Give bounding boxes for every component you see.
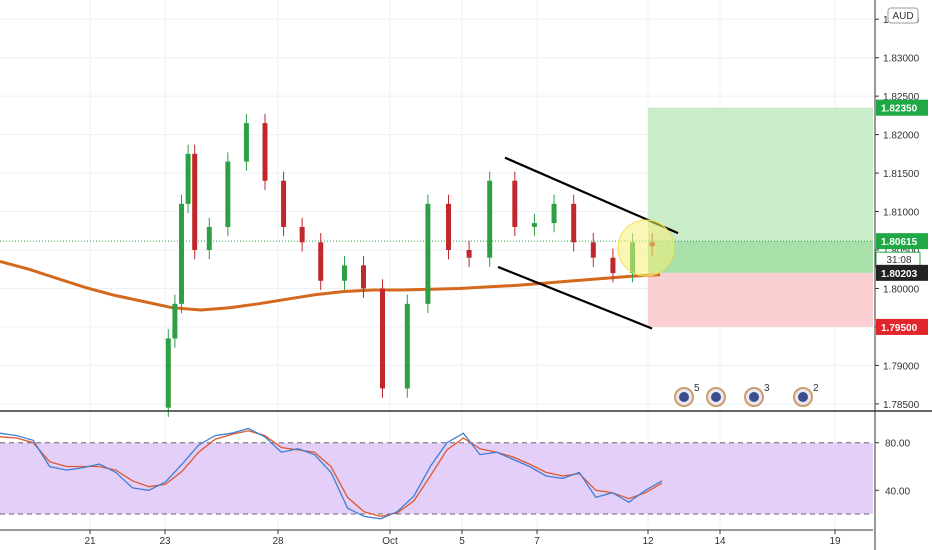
candle-body bbox=[299, 226, 305, 243]
price-tick-label: 1.83000 bbox=[883, 54, 920, 65]
candle-body bbox=[610, 257, 616, 274]
time-tick-label: 7 bbox=[534, 536, 540, 547]
time-tick-label: Oct bbox=[382, 536, 398, 547]
candlesticks bbox=[165, 113, 655, 417]
candle-body bbox=[281, 180, 287, 227]
candle-body bbox=[590, 242, 596, 258]
time-tick-label: 23 bbox=[159, 536, 171, 547]
rsi-band bbox=[0, 442, 873, 515]
event-markers[interactable]: 5 3 2 bbox=[674, 383, 819, 407]
candle-body bbox=[225, 161, 231, 227]
price-tag-label: 1.80615 bbox=[881, 237, 918, 248]
event-count: 5 bbox=[694, 383, 700, 394]
candle-body bbox=[342, 265, 347, 281]
candle-body bbox=[446, 203, 451, 250]
rsi-tick-label: 40.00 bbox=[885, 486, 910, 497]
candle-body bbox=[404, 303, 410, 389]
rsi-line bbox=[0, 427, 663, 520]
rsi-tick-label: 80.00 bbox=[885, 439, 910, 450]
time-tick-label: 5 bbox=[459, 536, 465, 547]
countdown-label: 31:08 bbox=[886, 255, 911, 266]
event-marker[interactable]: 2 bbox=[793, 383, 819, 407]
price-tag: 1.80203 bbox=[876, 264, 928, 281]
time-tick-label: 21 bbox=[84, 536, 96, 547]
candle-body bbox=[466, 250, 472, 258]
price-tag-label: 1.79500 bbox=[881, 323, 918, 334]
flag-icon bbox=[749, 392, 759, 402]
candle-body bbox=[551, 203, 557, 224]
moving-average-line bbox=[0, 260, 661, 312]
rsi-signal-line bbox=[0, 430, 663, 518]
time-tick-label: 14 bbox=[714, 536, 726, 547]
price-tick-label: 1.79000 bbox=[883, 361, 920, 372]
price-tag-bg bbox=[876, 318, 928, 335]
candle-body bbox=[206, 226, 212, 250]
price-tick-label: 1.81000 bbox=[883, 208, 920, 219]
candle-body bbox=[165, 338, 171, 408]
loss-zone bbox=[648, 272, 873, 327]
price-tag: 1.80615 bbox=[876, 233, 928, 250]
event-count: 3 bbox=[764, 383, 770, 394]
candle-body bbox=[361, 265, 366, 289]
price-tick-label: 1.82000 bbox=[883, 131, 920, 142]
price-tag-label: 1.82350 bbox=[881, 104, 918, 115]
event-marker[interactable] bbox=[706, 387, 726, 407]
candle-body bbox=[531, 223, 537, 227]
price-tag: 1.82350 bbox=[876, 99, 928, 116]
candle-body bbox=[425, 203, 431, 304]
time-axis[interactable]: 21 23 28 Oct 5 7 12 14 19 bbox=[84, 530, 841, 547]
currency-label: AUD bbox=[892, 11, 913, 22]
time-tick-label: 28 bbox=[272, 536, 284, 547]
price-tag-bg bbox=[876, 99, 928, 116]
price-tick-label: 1.81500 bbox=[883, 169, 920, 180]
price-tag-bg bbox=[876, 264, 928, 281]
event-count: 2 bbox=[813, 383, 819, 394]
candle-body bbox=[179, 203, 184, 304]
event-marker[interactable]: 5 bbox=[674, 383, 700, 407]
candle-body bbox=[512, 180, 518, 227]
event-marker[interactable]: 3 bbox=[744, 383, 770, 407]
candle-body bbox=[192, 153, 198, 250]
flag-icon bbox=[798, 392, 808, 402]
flag-icon bbox=[711, 392, 721, 402]
flag-icon bbox=[679, 392, 689, 402]
candle-body bbox=[243, 123, 249, 162]
price-tag-label: 1.80203 bbox=[881, 269, 918, 280]
time-tick-label: 12 bbox=[642, 536, 654, 547]
rsi-pane: 80.00 40.00 bbox=[0, 427, 910, 531]
candle-body bbox=[262, 123, 268, 181]
channel-lower-line[interactable] bbox=[497, 265, 653, 330]
price-tick-label: 1.82500 bbox=[883, 92, 920, 103]
price-tick-label: 1.80000 bbox=[883, 284, 920, 295]
price-tag-bg bbox=[876, 233, 928, 250]
candle-body bbox=[380, 288, 385, 389]
price-tick-label: 1.78500 bbox=[883, 400, 920, 411]
time-tick-label: 19 bbox=[829, 536, 841, 547]
candle-body bbox=[318, 242, 324, 281]
candle-body bbox=[185, 153, 191, 204]
currency-badge: AUD bbox=[887, 7, 919, 24]
candle-body bbox=[487, 180, 493, 258]
price-tags: 1.82350 1.80615 31:08 1.80203 1.79500 bbox=[875, 99, 928, 335]
price-tag: 1.79500 bbox=[876, 318, 928, 335]
highlight-circle[interactable] bbox=[617, 219, 675, 277]
candle-body bbox=[571, 203, 577, 243]
long-position-tool[interactable] bbox=[0, 107, 873, 327]
profit-zone-filled bbox=[648, 241, 873, 273]
price-tick-label: 1.80500 bbox=[883, 246, 920, 257]
candle-body bbox=[172, 303, 178, 339]
